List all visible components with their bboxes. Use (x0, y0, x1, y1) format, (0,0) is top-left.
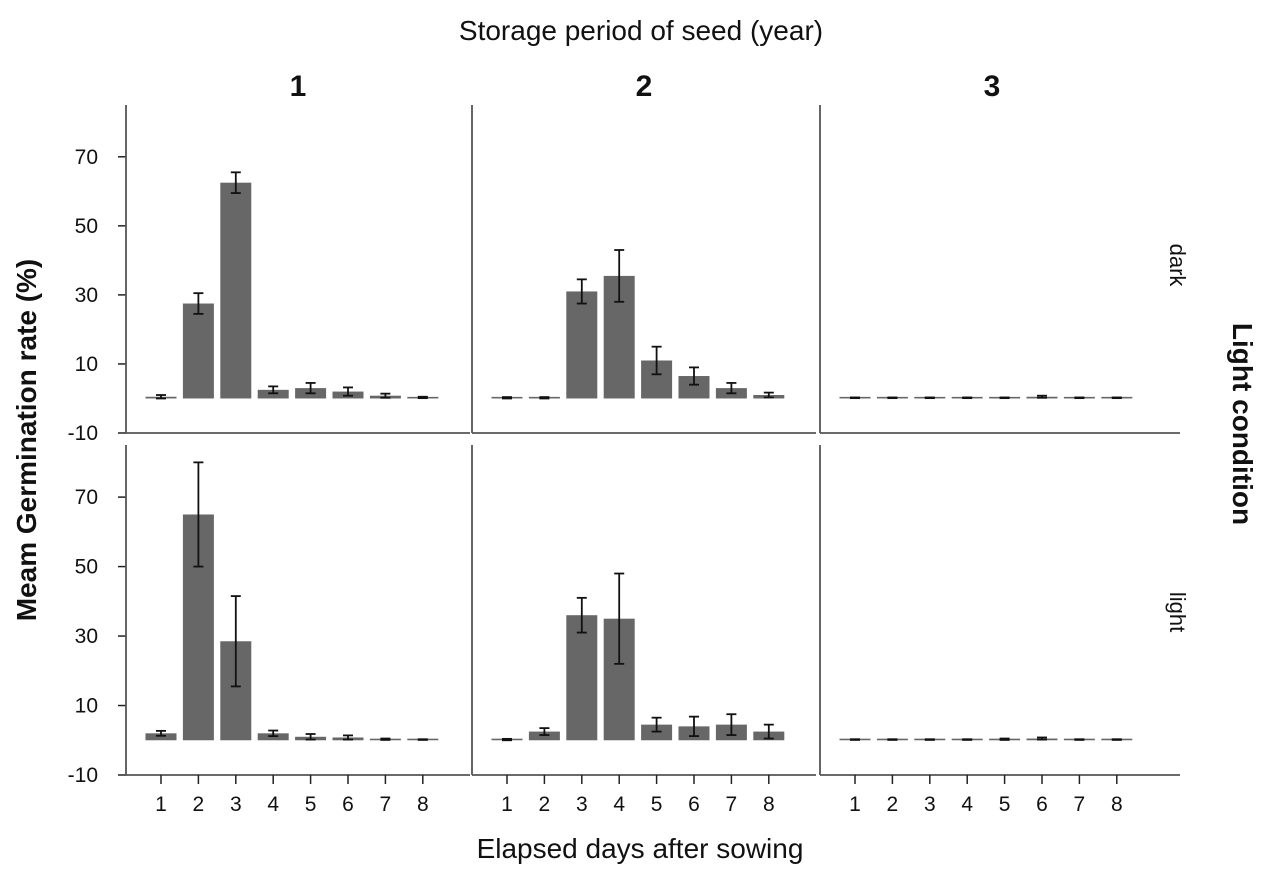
y-tick-label: 10 (75, 353, 98, 376)
bar (566, 615, 598, 741)
facet-panel (471, 105, 816, 434)
x-tick-label: 2 (539, 793, 551, 816)
x-tick-label: 4 (613, 793, 625, 816)
x-tick-label: 5 (651, 793, 663, 816)
x-tick-label: 3 (230, 793, 242, 816)
chart-title: Storage period of seed (year) (459, 15, 823, 46)
x-tick-label: 5 (999, 793, 1011, 816)
y-tick-label: 10 (75, 695, 98, 718)
bar (566, 291, 598, 399)
x-tick-label: 1 (849, 793, 861, 816)
facet-grid: 1 2 3 dark light -10 10 30 50 70 -10 10 30 50 70 1 2 3 4 5 6… (68, 70, 1190, 816)
x-tick-label: 7 (726, 793, 738, 816)
x-tick-label: 8 (417, 793, 429, 816)
x-tick-label: 6 (342, 793, 354, 816)
column-facet-header: 2 (636, 70, 653, 103)
x-tick-label: 8 (1111, 793, 1123, 816)
y-tick-label: 70 (75, 486, 98, 509)
y-tick-label: 50 (75, 215, 98, 238)
y-tick-label: 50 (75, 556, 98, 579)
x-tick-label: 1 (501, 793, 513, 816)
x-axis-label: Elapsed days after sowing (477, 833, 804, 864)
x-tick-label: 3 (576, 793, 588, 816)
facet-panel: 1 2 3 4 5 6 7 8 (125, 445, 470, 816)
facet-panel (125, 105, 470, 434)
bar (220, 182, 252, 399)
x-tick-label: 6 (688, 793, 700, 816)
x-tick-label: 5 (305, 793, 317, 816)
y-tick-label: -10 (68, 422, 98, 445)
column-facet-header: 3 (984, 70, 1001, 103)
y-tick-label: -10 (68, 764, 98, 787)
bar (145, 733, 177, 741)
facet-panel: 1 2 3 4 5 6 7 8 (819, 445, 1180, 816)
bar (182, 303, 214, 399)
row-facet-header: light (1165, 592, 1190, 632)
y-tick-label: 30 (75, 625, 98, 648)
x-tick-label: 1 (155, 793, 167, 816)
bar (678, 376, 710, 399)
column-facet-header: 1 (290, 70, 307, 103)
x-tick-label: 4 (961, 793, 973, 816)
row-facet-label: Light condition (1227, 323, 1258, 525)
facet-panel: 1 2 3 4 5 6 7 8 (471, 445, 816, 816)
x-tick-label: 7 (380, 793, 392, 816)
y-axis-label: Meam Germination rate (%) (11, 259, 42, 622)
x-tick-label: 8 (763, 793, 775, 816)
y-tick-label: 70 (75, 146, 98, 169)
y-tick-label: 30 (75, 284, 98, 307)
x-tick-label: 4 (267, 793, 279, 816)
facet-panel (819, 105, 1180, 434)
x-tick-label: 6 (1036, 793, 1048, 816)
x-tick-label: 7 (1074, 793, 1086, 816)
x-tick-label: 3 (924, 793, 936, 816)
row-facet-header: dark (1165, 244, 1190, 288)
x-tick-label: 2 (887, 793, 899, 816)
x-tick-label: 2 (193, 793, 205, 816)
